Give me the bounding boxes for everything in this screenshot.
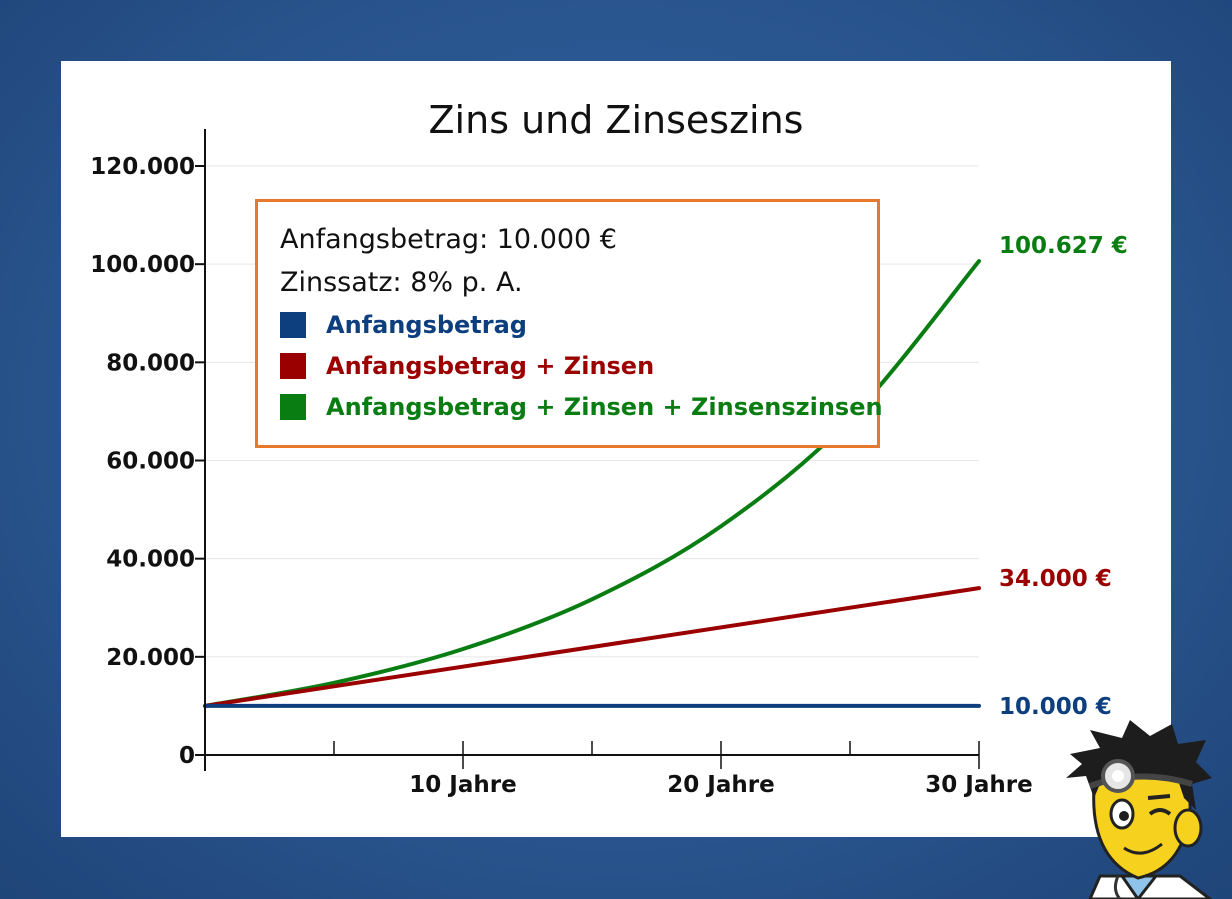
legend-swatch-blue <box>280 311 306 338</box>
compound-interest-chart: Zins und Zinseszins 0 20.000 40.000 60.000 8… <box>90 98 1128 798</box>
y-tick-label: 40.000 <box>106 547 195 573</box>
x-ticks: 10 Jahre 20 Jahre 30 Jahre <box>333 741 1033 798</box>
legend-item-initial: Anfangsbetrag <box>280 304 857 345</box>
initial-amount-text: Anfangsbetrag: 10.000 € <box>280 224 617 255</box>
legend-box: Anfangsbetrag: 10.000 € Zinssatz: 8% p. … <box>255 199 883 448</box>
y-tick-label: 60.000 <box>106 449 195 475</box>
y-tick-label: 80.000 <box>106 350 195 376</box>
doctor-mascot-illustration <box>1066 720 1213 899</box>
end-labels: 10.000 € 34.000 € 100.627 € <box>999 233 1128 720</box>
y-tick-label: 100.000 <box>90 252 195 278</box>
interest-rate-text: Zinssatz: 8% p. A. <box>280 267 523 298</box>
legend-label: Anfangsbetrag + Zinsen + Zinsenszinsen <box>326 392 883 421</box>
series-end-label: 10.000 € <box>999 694 1112 720</box>
legend-swatch-green <box>280 393 306 420</box>
series-end-label: 100.627 € <box>999 233 1128 259</box>
x-tick-label: 30 Jahre <box>925 772 1032 798</box>
chart-title: Zins und Zinseszins <box>429 98 804 142</box>
legend-label: Anfangsbetrag + Zinsen <box>326 351 655 380</box>
series-line-1 <box>203 586 981 708</box>
y-tick-label: 20.000 <box>106 645 195 671</box>
y-tick-label: 120.000 <box>90 154 195 180</box>
y-ticks: 0 20.000 40.000 60.000 80.000 100.000 120.000 <box>90 154 205 769</box>
legend-label: Anfangsbetrag <box>326 310 527 339</box>
y-tick-label: 0 <box>179 743 195 769</box>
legend-swatch-red <box>280 352 306 379</box>
x-tick-label: 10 Jahre <box>409 772 516 798</box>
series-end-label: 34.000 € <box>999 566 1112 592</box>
x-tick-label: 20 Jahre <box>667 772 774 798</box>
chart-panel: Zins und Zinseszins 0 20.000 40.000 60.000 8… <box>61 61 1171 837</box>
legend-item-simple-interest: Anfangsbetrag + Zinsen <box>280 345 857 386</box>
legend-item-compound-interest: Anfangsbetrag + Zinsen + Zinsenszinsen <box>280 386 883 427</box>
